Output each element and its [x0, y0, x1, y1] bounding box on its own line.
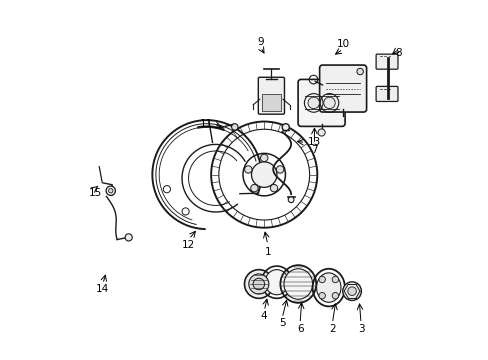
Text: 4: 4	[261, 311, 267, 321]
Text: 12: 12	[182, 239, 195, 249]
FancyBboxPatch shape	[319, 65, 366, 112]
Ellipse shape	[284, 269, 312, 299]
Text: 1: 1	[264, 247, 270, 257]
Circle shape	[248, 274, 268, 294]
Circle shape	[317, 129, 325, 136]
Circle shape	[106, 186, 115, 195]
Circle shape	[318, 276, 325, 283]
Text: 11: 11	[200, 120, 213, 129]
Circle shape	[270, 184, 277, 192]
Text: 3: 3	[357, 324, 364, 334]
Circle shape	[331, 292, 338, 299]
Text: 8: 8	[395, 48, 401, 58]
Circle shape	[323, 97, 335, 109]
Ellipse shape	[316, 273, 340, 302]
Circle shape	[231, 124, 238, 130]
Circle shape	[331, 276, 338, 283]
Circle shape	[318, 292, 325, 299]
Circle shape	[108, 189, 113, 193]
Circle shape	[347, 287, 356, 296]
Text: 6: 6	[296, 324, 303, 334]
Text: 7: 7	[310, 144, 317, 154]
Bar	[262, 94, 280, 111]
Text: 15: 15	[89, 188, 102, 198]
Circle shape	[125, 234, 132, 241]
Text: 13: 13	[307, 138, 321, 147]
Text: 2: 2	[328, 324, 335, 334]
Circle shape	[307, 97, 319, 109]
Circle shape	[342, 282, 361, 301]
Text: 14: 14	[96, 284, 109, 294]
Circle shape	[251, 162, 276, 187]
Circle shape	[244, 270, 273, 298]
Circle shape	[276, 166, 283, 173]
Circle shape	[287, 197, 293, 203]
Circle shape	[260, 154, 267, 162]
Circle shape	[282, 124, 289, 131]
Circle shape	[253, 278, 264, 290]
Text: 10: 10	[336, 39, 349, 49]
FancyBboxPatch shape	[375, 86, 397, 102]
Circle shape	[250, 184, 258, 192]
Ellipse shape	[264, 270, 288, 295]
FancyBboxPatch shape	[258, 77, 284, 114]
Circle shape	[244, 166, 251, 173]
FancyBboxPatch shape	[375, 54, 397, 69]
Circle shape	[356, 68, 363, 75]
Text: 5: 5	[278, 319, 285, 328]
FancyBboxPatch shape	[298, 80, 345, 126]
Text: 9: 9	[257, 37, 264, 47]
